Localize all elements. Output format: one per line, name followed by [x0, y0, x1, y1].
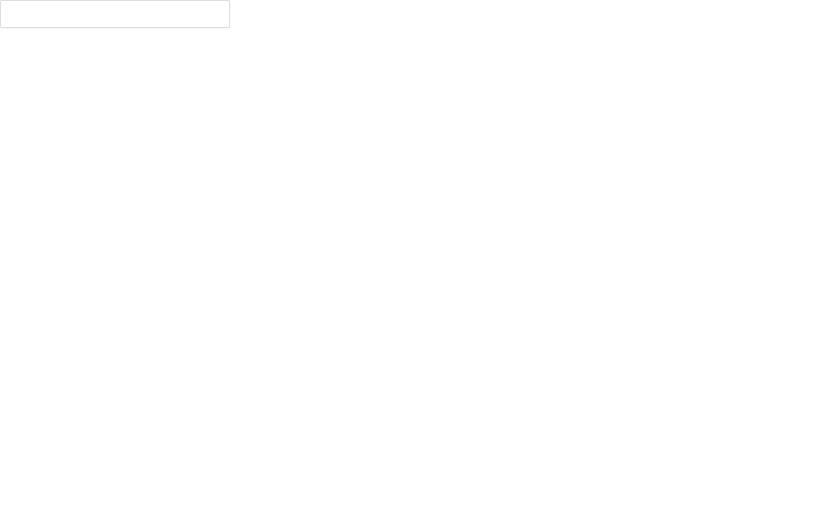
chart-tooltip [0, 0, 230, 28]
dividend-chart [0, 0, 821, 508]
